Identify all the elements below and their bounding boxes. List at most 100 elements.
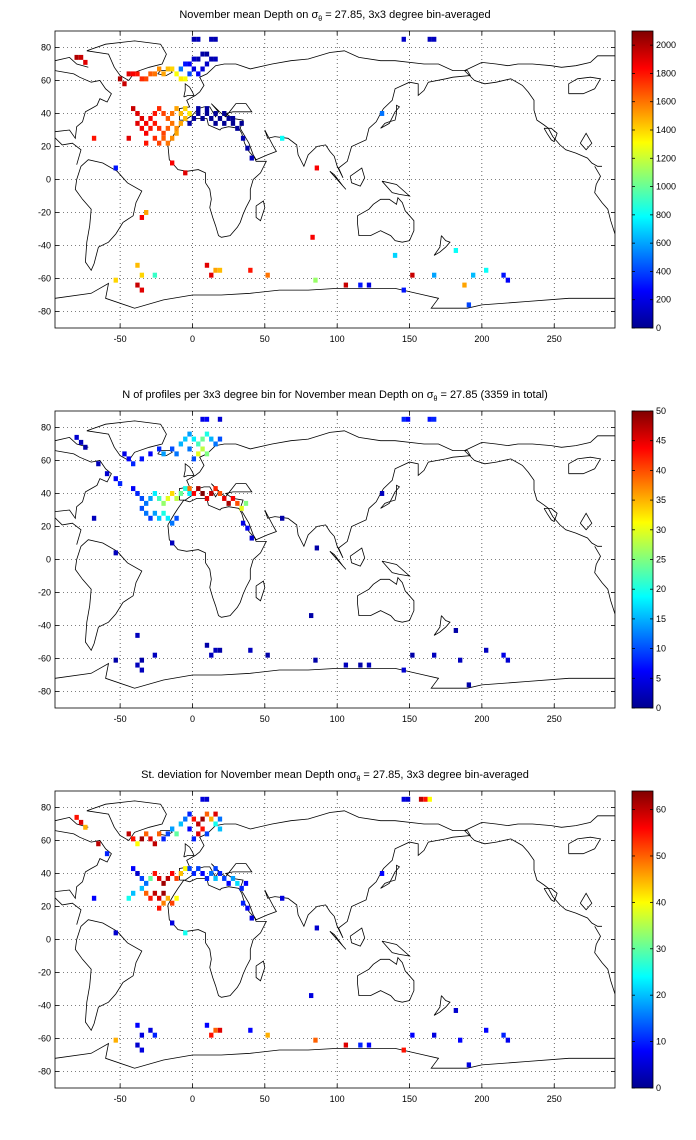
y-tick-label: -20 xyxy=(38,208,51,218)
x-tick-label: 0 xyxy=(190,714,195,724)
data-cell xyxy=(178,871,184,876)
data-cell xyxy=(178,66,184,72)
coastline xyxy=(86,40,167,82)
data-cell xyxy=(213,866,218,872)
y-tick-label: 0 xyxy=(46,175,51,185)
data-cell xyxy=(161,890,166,896)
land-outline-1 xyxy=(55,40,615,309)
coastline xyxy=(349,547,366,567)
data-cell xyxy=(191,436,197,442)
data-cell xyxy=(204,61,210,67)
colorbar-tick-label: 50 xyxy=(656,851,666,861)
data-cell xyxy=(165,496,171,501)
data-cell xyxy=(74,54,79,60)
coastline xyxy=(464,815,615,831)
data-cell xyxy=(200,446,205,452)
x-tick-label: 100 xyxy=(330,714,345,724)
data-cell xyxy=(187,111,192,116)
data-cell xyxy=(204,111,210,116)
data-cell xyxy=(126,135,131,141)
y-tick-label: 60 xyxy=(41,836,51,846)
data-cell xyxy=(161,900,166,906)
data-cell xyxy=(366,662,372,668)
data-cell xyxy=(152,1032,158,1038)
colorbar-2: 0 5 10 15 20 25 30 35 40 45 50 xyxy=(631,406,666,713)
data-cell xyxy=(213,267,218,273)
y-tick-label: 80 xyxy=(41,423,51,433)
data-cell xyxy=(401,287,406,293)
coastline xyxy=(433,235,451,256)
data-cell xyxy=(152,111,158,116)
data-cell xyxy=(187,71,192,77)
data-cell xyxy=(178,821,184,827)
data-cell xyxy=(170,120,175,126)
coastline xyxy=(433,995,451,1016)
data-cell xyxy=(187,866,192,872)
data-cell xyxy=(484,1027,489,1033)
y-tick-label: -80 xyxy=(38,687,51,697)
data-cell xyxy=(139,116,145,121)
data-cell xyxy=(165,125,171,131)
coastline xyxy=(183,843,195,858)
data-cell xyxy=(405,416,411,422)
data-cell xyxy=(170,111,175,116)
data-cell xyxy=(148,1027,153,1033)
data-cell xyxy=(135,1022,140,1028)
data-cell xyxy=(191,66,197,72)
data-cell xyxy=(217,267,223,273)
data-cell xyxy=(265,652,270,658)
data-cell xyxy=(280,515,285,521)
data-cell xyxy=(144,76,149,82)
data-cell xyxy=(379,111,385,116)
data-cell xyxy=(144,510,149,516)
data-cell xyxy=(144,880,149,886)
y-tick-label: -40 xyxy=(38,241,51,251)
colorbar-1: 0 200 400 600 800 1000 1200 1400 1600 1800 2000 xyxy=(631,30,676,333)
data-cell xyxy=(358,282,363,288)
data-cell xyxy=(174,106,179,112)
data-cell xyxy=(126,831,131,837)
data-cell xyxy=(226,116,231,121)
coastline xyxy=(74,919,143,1032)
coastline xyxy=(464,70,602,167)
coastline xyxy=(543,127,558,143)
x-tick-label: -50 xyxy=(114,714,127,724)
data-cell xyxy=(135,871,140,876)
data-cell xyxy=(314,165,320,171)
data-cell xyxy=(157,895,162,901)
colorbar-tick-label: 35 xyxy=(656,495,666,505)
data-cell xyxy=(152,652,158,658)
data-cell xyxy=(183,486,188,492)
data-cell xyxy=(313,657,318,663)
data-cell xyxy=(209,436,214,442)
data-cell xyxy=(200,826,205,832)
colorbar-tick-label: 40 xyxy=(656,465,666,475)
data-cell xyxy=(230,116,236,121)
data-cell xyxy=(135,71,140,77)
data-cell xyxy=(135,120,140,126)
data-cell xyxy=(222,111,227,116)
data-cell xyxy=(401,416,406,422)
coastline xyxy=(579,132,593,151)
y-tick-label: -80 xyxy=(38,1067,51,1077)
data-cell xyxy=(196,831,201,837)
coastline xyxy=(55,816,112,925)
axis-ticks-2: -50 0 50 100 150 200 250 -80 -60 -40 -20 0 20 40 60 80 xyxy=(38,411,615,724)
coastline xyxy=(433,615,451,636)
data-cell xyxy=(170,520,175,526)
data-cell xyxy=(466,1062,472,1068)
data-cells-1 xyxy=(74,36,511,308)
data-cell xyxy=(222,496,227,501)
data-cell xyxy=(78,54,84,60)
data-cell xyxy=(217,436,223,442)
coastline xyxy=(568,836,602,855)
data-cell xyxy=(165,876,171,881)
data-cell xyxy=(209,1032,214,1038)
x-tick-label: 50 xyxy=(260,714,270,724)
data-cell xyxy=(200,796,205,802)
data-cell xyxy=(170,446,175,452)
data-cell xyxy=(453,1008,459,1013)
colorbar-tick-label: 25 xyxy=(656,555,666,565)
x-tick-label: 150 xyxy=(402,714,417,724)
data-cell xyxy=(131,71,136,77)
